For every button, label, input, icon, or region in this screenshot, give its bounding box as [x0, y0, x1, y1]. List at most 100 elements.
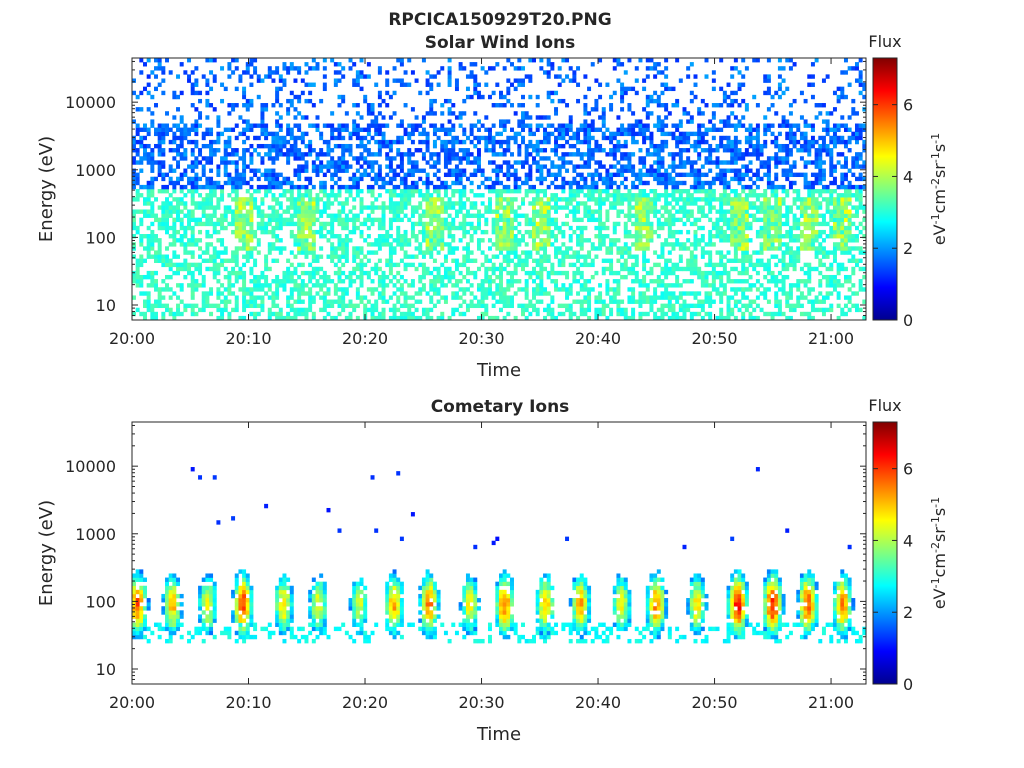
- heatmap-cell: [609, 246, 614, 251]
- heatmap-cell: [513, 291, 518, 296]
- heatmap-cell: [414, 221, 419, 227]
- heatmap-cell: [176, 148, 181, 153]
- heatmap-cell: [249, 266, 254, 272]
- heatmap-cell: [550, 197, 555, 202]
- heatmap-cell: [157, 58, 162, 63]
- heatmap-cell: [543, 291, 548, 296]
- heatmap-cell: [403, 311, 408, 317]
- heatmap-cell: [689, 119, 694, 124]
- heatmap-cell: [209, 152, 214, 157]
- heatmap-cell: [385, 234, 390, 239]
- heatmap-cell: [135, 107, 140, 112]
- heatmap-cell: [667, 266, 672, 272]
- heatmap-cell: [623, 152, 628, 157]
- heatmap-cell: [245, 107, 250, 112]
- heatmap-cell: [719, 291, 724, 296]
- heatmap-cell: [260, 123, 265, 128]
- heatmap-cell: [363, 143, 368, 149]
- heatmap-cell: [469, 62, 474, 67]
- heatmap-cell: [278, 279, 283, 284]
- heatmap-cell: [234, 270, 239, 276]
- heatmap-cell: [587, 295, 592, 300]
- heatmap-cell: [304, 209, 309, 214]
- heatmap-cell: [234, 209, 239, 214]
- heatmap-cell: [454, 82, 459, 87]
- heatmap-cell: [176, 262, 181, 268]
- heatmap-cell: [583, 184, 588, 190]
- heatmap-cell: [355, 123, 360, 128]
- heatmap-cell: [587, 291, 592, 296]
- heatmap-cell: [487, 279, 492, 284]
- heatmap-cell: [352, 176, 357, 182]
- heatmap-cell: [297, 291, 302, 296]
- heatmap-cell: [642, 234, 647, 239]
- heatmap-cell: [587, 315, 592, 321]
- heatmap-cell: [447, 250, 452, 255]
- heatmap-cell: [700, 205, 705, 210]
- heatmap-cell: [363, 295, 368, 300]
- heatmap-cell: [535, 209, 540, 214]
- heatmap-cell: [524, 217, 529, 223]
- heatmap-cell: [289, 205, 294, 210]
- heatmap-cell: [418, 291, 423, 296]
- heatmap-cell: [278, 221, 283, 227]
- heatmap-cell: [238, 238, 243, 243]
- heatmap-cell: [374, 250, 379, 255]
- heatmap-cell: [543, 217, 548, 223]
- heatmap-cell: [366, 62, 371, 67]
- heatmap-cell: [161, 139, 166, 145]
- heatmap-cell: [649, 172, 654, 178]
- heatmap-cell: [132, 254, 136, 259]
- heatmap-cell: [546, 242, 551, 247]
- heatmap-cell: [407, 238, 412, 243]
- heatmap-cell: [462, 254, 467, 259]
- heatmap-cell: [179, 115, 184, 120]
- heatmap-cell: [634, 234, 639, 239]
- heatmap-cell: [550, 234, 555, 239]
- heatmap-cell: [539, 270, 544, 276]
- heatmap-cell: [315, 258, 320, 263]
- heatmap-cell: [410, 189, 415, 194]
- heatmap-cell: [216, 307, 221, 313]
- heatmap-cell: [546, 238, 551, 243]
- heatmap-cell: [693, 270, 698, 276]
- heatmap-cell: [465, 287, 470, 292]
- heatmap-cell: [451, 274, 456, 280]
- heatmap-cell: [190, 193, 195, 198]
- heatmap-cell: [179, 62, 184, 67]
- heatmap-cell: [649, 229, 654, 235]
- heatmap-cell: [660, 307, 665, 313]
- heatmap-cell: [414, 299, 419, 304]
- heatmap-cell: [392, 90, 397, 96]
- heatmap-cell: [583, 94, 588, 100]
- heatmap-cell: [194, 242, 199, 247]
- heatmap-cell: [234, 168, 239, 173]
- heatmap-cell: [344, 123, 349, 128]
- heatmap-cell: [605, 152, 610, 157]
- heatmap-cell: [642, 299, 647, 304]
- heatmap-cell: [326, 123, 331, 128]
- heatmap-cell: [513, 66, 518, 71]
- heatmap-cell: [194, 90, 199, 96]
- heatmap-cell: [730, 189, 735, 194]
- heatmap-cell: [550, 180, 555, 186]
- heatmap-cell: [392, 307, 397, 313]
- heatmap-cell: [194, 164, 199, 169]
- heatmap-cell: [245, 221, 250, 227]
- heatmap-cell: [535, 246, 540, 251]
- heatmap-cell: [609, 148, 614, 153]
- heatmap-cell: [598, 127, 603, 132]
- heatmap-cell: [249, 279, 254, 284]
- heatmap-cell: [539, 176, 544, 182]
- heatmap-cell: [590, 123, 595, 128]
- heatmap-cell: [730, 103, 735, 108]
- heatmap-cell: [491, 242, 496, 247]
- heatmap-cell: [554, 201, 559, 206]
- heatmap-cell: [220, 262, 225, 268]
- heatmap-cell: [385, 180, 390, 186]
- heatmap-cell: [506, 135, 511, 141]
- heatmap-cell: [579, 123, 584, 128]
- heatmap-cell: [410, 193, 415, 198]
- heatmap-cell: [631, 270, 636, 276]
- heatmap-cell: [209, 148, 214, 153]
